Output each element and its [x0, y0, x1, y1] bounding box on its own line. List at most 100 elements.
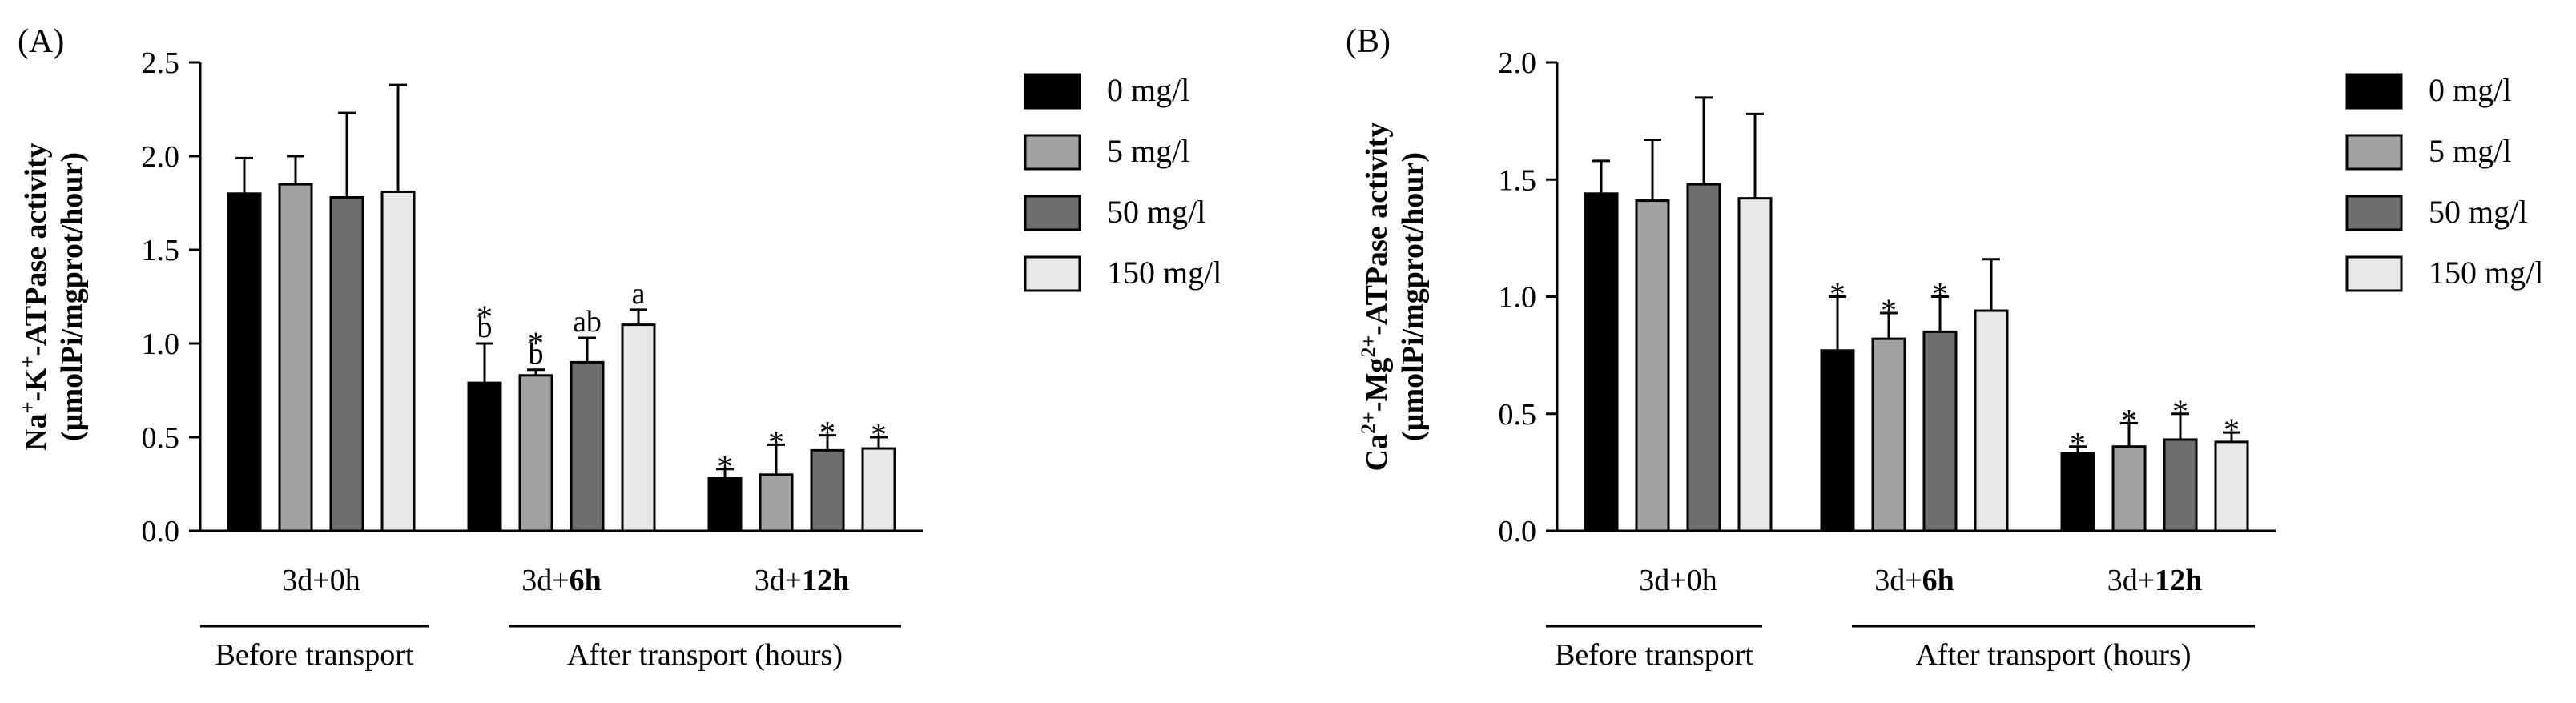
y-axis-label: Na+-K+-ATPase activity — [16, 143, 54, 451]
bar-0-mg-l — [1584, 192, 1619, 532]
group-label-bold: 6h — [570, 564, 602, 597]
bar-150-mg-l — [2214, 440, 2249, 532]
panel-label: (A) — [18, 23, 64, 60]
significance-letter: b — [477, 311, 493, 344]
bar-5-mg-l — [1635, 199, 1670, 532]
y-tick-label: 0.0 — [1499, 515, 1537, 548]
significance-asterisk: * — [477, 299, 493, 335]
group-label: 3d+12h — [2107, 564, 2203, 597]
period-label-before: Before transport — [1555, 638, 1753, 672]
period-label-after: After transport (hours) — [1915, 638, 2191, 672]
bar-150-mg-l — [380, 190, 416, 532]
group-label-prefix: 3d+ — [1639, 564, 1686, 597]
group-label-prefix: 3d+ — [755, 564, 802, 597]
y-tick-label: 0.0 — [142, 515, 180, 548]
significance-asterisk: * — [2224, 412, 2240, 448]
bar-150-mg-l — [1974, 309, 2009, 532]
group-label-prefix: 3d+ — [1874, 564, 1922, 597]
y-label-text: -K — [19, 368, 53, 402]
y-tick-label: 0.5 — [1499, 398, 1537, 432]
y-tick-label: 2.0 — [1499, 46, 1537, 80]
bar-150-mg-l — [621, 323, 656, 532]
group-label: 3d+6h — [521, 564, 602, 597]
legend-label: 0 mg/l — [1107, 72, 1189, 108]
significance-asterisk: * — [819, 415, 835, 451]
significance-asterisk: * — [2172, 393, 2188, 429]
bar-50-mg-l — [570, 360, 605, 532]
bar-50-mg-l — [329, 195, 364, 532]
legend-swatch — [1024, 255, 1081, 292]
group-label-bold: 12h — [802, 564, 849, 597]
legend-swatch — [2345, 134, 2403, 171]
group-label: 3d+0h — [282, 564, 360, 597]
y-label-text: -Mg — [1360, 358, 1394, 412]
significance-asterisk: * — [1932, 276, 1948, 312]
y-label-superscript: 2+ — [1357, 335, 1380, 358]
legend-label: 5 mg/l — [1107, 133, 1189, 169]
y-tick-label: 1.0 — [142, 327, 180, 361]
group-label: 3d+6h — [1874, 564, 1954, 597]
legend-swatch — [2345, 73, 2403, 110]
group-label: 3d+0h — [1639, 564, 1717, 597]
y-label-text: Na — [19, 413, 53, 450]
legend-label: 50 mg/l — [1107, 194, 1205, 230]
group-label: 3d+12h — [755, 564, 850, 597]
significance-asterisk: * — [717, 448, 733, 484]
bar-150-mg-l — [1737, 197, 1773, 532]
group-label-suffix: 0h — [330, 564, 360, 597]
y-label-text: Ca — [1360, 434, 1394, 471]
significance-asterisk: * — [768, 424, 784, 460]
significance-asterisk: * — [1881, 292, 1897, 328]
y-axis-unit-label: (µmolPi/mgprot/hour) — [55, 152, 89, 441]
bar-50-mg-l — [1922, 330, 1958, 532]
group-label-bold: 12h — [2155, 564, 2202, 597]
significance-asterisk: * — [1829, 276, 1845, 312]
y-label-superscript: + — [16, 356, 39, 368]
period-label-after: After transport (hours) — [567, 638, 843, 672]
legend-swatch — [2345, 255, 2403, 292]
y-tick-label: 2.5 — [142, 46, 180, 80]
legend-label: 5 mg/l — [2429, 133, 2511, 169]
bar-5-mg-l — [2111, 445, 2147, 532]
group-label-prefix: 3d+ — [282, 564, 329, 597]
legend-swatch — [1024, 134, 1081, 171]
y-tick-label: 1.5 — [1499, 163, 1537, 197]
bar-0-mg-l — [2060, 452, 2095, 532]
significance-letter: ab — [573, 305, 602, 339]
y-label-superscript: + — [16, 402, 39, 414]
y-tick-label: 1.0 — [1499, 281, 1537, 315]
significance-asterisk: * — [528, 325, 544, 361]
legend-swatch — [2345, 195, 2403, 231]
legend-label: 150 mg/l — [2429, 255, 2543, 291]
bar-50-mg-l — [2163, 438, 2198, 532]
bar-5-mg-l — [1871, 337, 1906, 532]
significance-asterisk: * — [2070, 426, 2086, 462]
significance-letter: a — [632, 277, 646, 311]
bar-5-mg-l — [278, 183, 313, 532]
bar-0-mg-l — [467, 381, 502, 532]
y-axis-unit-label: (µmolPi/mgprot/hour) — [1396, 152, 1430, 441]
bar-0-mg-l — [1820, 349, 1855, 532]
significance-letter: b — [529, 337, 544, 371]
significance-asterisk: * — [2121, 402, 2137, 438]
legend-label: 0 mg/l — [2429, 72, 2511, 108]
bar-5-mg-l — [759, 473, 794, 532]
significance-asterisk: * — [871, 416, 887, 452]
y-label-text: -ATPase activity — [1360, 123, 1394, 335]
y-label-superscript: 2+ — [1357, 412, 1380, 434]
bar-5-mg-l — [518, 374, 553, 532]
group-label-suffix: 0h — [1687, 564, 1717, 597]
group-label-prefix: 3d+ — [2107, 564, 2155, 597]
y-tick-label: 2.0 — [142, 140, 180, 174]
chart-a: (A)0.00.51.01.52.02.5Na+-K+-ATPase activ… — [16, 23, 1222, 672]
bar-50-mg-l — [810, 448, 845, 532]
period-label-before: Before transport — [215, 638, 414, 672]
bar-0-mg-l — [227, 192, 262, 532]
y-tick-label: 0.5 — [142, 421, 180, 455]
legend-swatch — [1024, 73, 1081, 110]
group-label-bold: 6h — [1922, 564, 1954, 597]
legend-swatch — [1024, 195, 1081, 231]
bar-50-mg-l — [1686, 183, 1721, 532]
